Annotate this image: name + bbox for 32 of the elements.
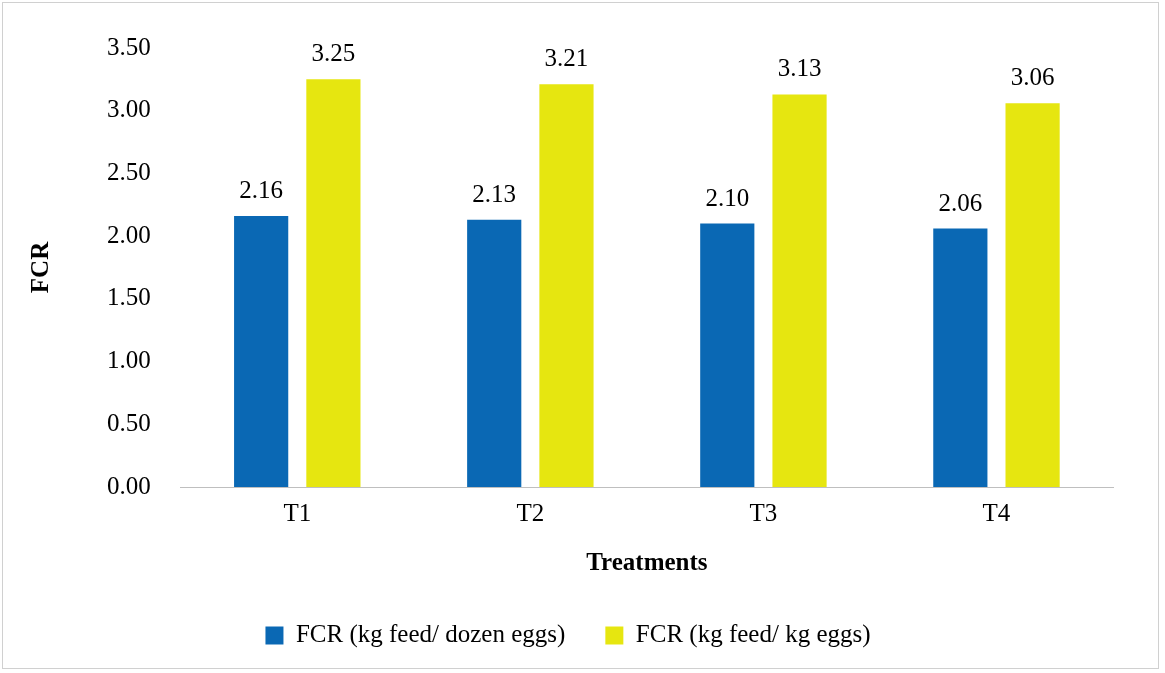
y-tick-label: 3.00 [107, 95, 151, 123]
data-label: 2.13 [472, 179, 517, 207]
data-label: 3.25 [311, 39, 356, 67]
data-label: 3.21 [544, 44, 589, 72]
x-tick-label: T2 [516, 498, 545, 526]
x-tick-label: T4 [982, 498, 1011, 526]
legend-label: FCR (kg feed/ kg eggs) [635, 620, 871, 649]
y-tick-label: 2.00 [107, 220, 151, 248]
legend-label: FCR (kg feed/ dozen eggs) [295, 620, 566, 649]
bar [539, 84, 594, 487]
bar [306, 79, 361, 487]
x-axis-title: Treatments [586, 548, 708, 576]
y-axis-title: FCR [26, 240, 54, 294]
bar [234, 216, 289, 487]
bar [700, 223, 755, 487]
bar [933, 228, 988, 487]
y-tick-label: 1.00 [107, 346, 151, 374]
bar [467, 219, 522, 487]
data-label: 3.06 [1010, 63, 1055, 91]
data-label: 2.06 [938, 188, 983, 216]
y-tick-label: 0.00 [107, 471, 151, 499]
bar [1005, 103, 1060, 487]
y-tick-label: 3.50 [107, 32, 151, 60]
y-tick-label: 2.50 [107, 157, 151, 185]
data-label: 2.16 [239, 176, 284, 204]
y-tick-label: 1.50 [107, 283, 151, 311]
bar [772, 94, 827, 487]
y-tick-label: 0.50 [107, 408, 151, 436]
x-tick-label: T1 [283, 498, 312, 526]
data-label: 2.10 [705, 183, 750, 211]
data-label: 3.13 [777, 54, 822, 82]
x-tick-label: T3 [749, 498, 778, 526]
